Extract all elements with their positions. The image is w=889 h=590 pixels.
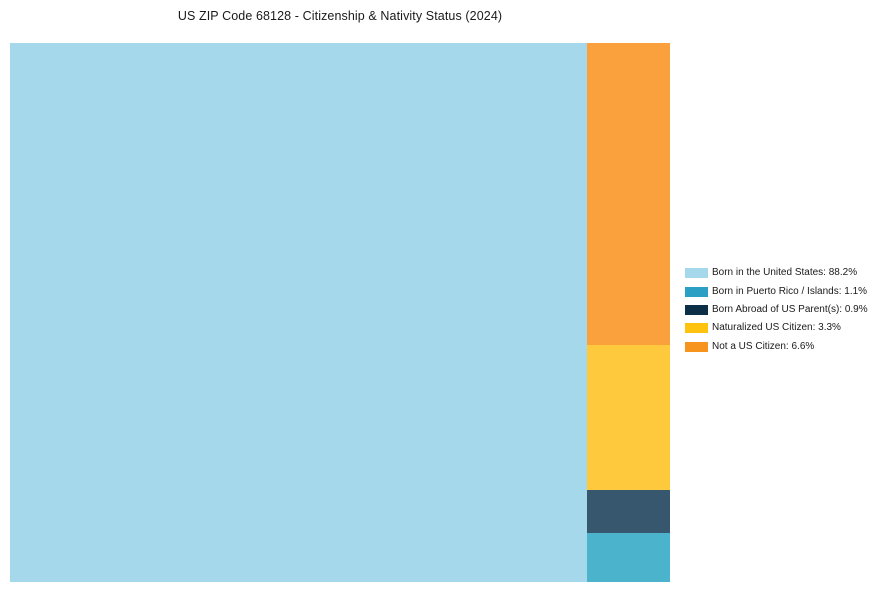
legend-item-label: Not a US Citizen: 6.6% [712, 340, 815, 352]
treemap-cell-born-in-puerto-rico-islands[interactable] [587, 533, 670, 582]
treemap-column-secondary [587, 43, 670, 582]
legend-item-born-in-puerto-rico-islands[interactable]: Born in Puerto Rico / Islands: 1.1% [685, 282, 885, 300]
treemap-cell-born-abroad-of-us-parents[interactable] [587, 490, 670, 533]
treemap-column-primary [10, 43, 587, 582]
legend-item-not-a-us-citizen[interactable]: Not a US Citizen: 6.6% [685, 338, 885, 356]
legend-swatch-icon [685, 341, 708, 352]
legend-item-label: Born in Puerto Rico / Islands: 1.1% [712, 285, 868, 297]
legend-item-naturalized-us-citizen[interactable]: Naturalized US Citizen: 3.3% [685, 319, 885, 337]
treemap-cell-naturalized-us-citizen[interactable] [587, 345, 670, 490]
legend-item-label: Born in the United States: 88.2% [712, 267, 858, 279]
legend-swatch-icon [685, 286, 708, 297]
legend-swatch-icon [685, 323, 708, 334]
treemap-plot-area [10, 43, 670, 582]
treemap-cell-not-a-us-citizen[interactable] [587, 43, 670, 345]
legend-item-label: Born Abroad of US Parent(s): 0.9% [712, 303, 868, 315]
page-title: US ZIP Code 68128 - Citizenship & Nativi… [177, 9, 503, 23]
treemap-cell-born-in-the-united-states[interactable] [10, 43, 587, 582]
legend-swatch-icon [685, 304, 708, 315]
legend-item-born-abroad-of-us-parents[interactable]: Born Abroad of US Parent(s): 0.9% [685, 301, 885, 319]
legend-item-born-in-the-united-states[interactable]: Born in the United States: 88.2% [685, 264, 885, 282]
chart-legend: Born in the United States: 88.2% Born in… [685, 264, 885, 356]
legend-item-label: Naturalized US Citizen: 3.3% [712, 322, 841, 334]
legend-swatch-icon [685, 268, 708, 279]
